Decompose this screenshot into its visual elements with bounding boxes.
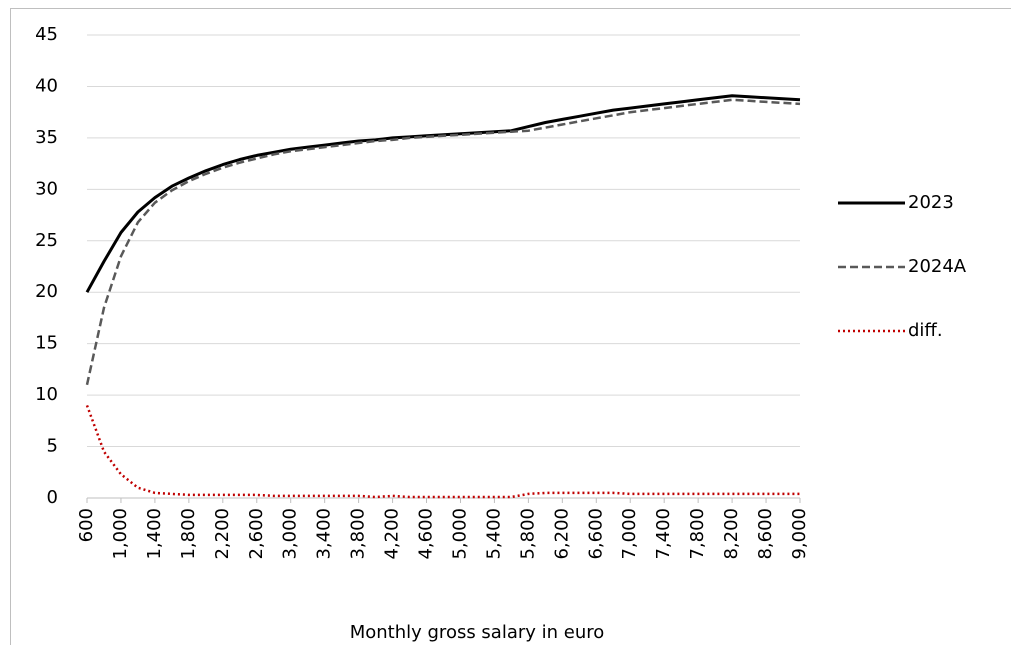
x-tick-label: 600 xyxy=(76,508,97,542)
y-tick-label: 15 xyxy=(35,333,58,354)
x-tick-label: 8,600 xyxy=(755,508,776,560)
series-line xyxy=(85,94,801,293)
x-tick-label: 4,200 xyxy=(382,508,403,560)
x-tick-label: 3,000 xyxy=(280,508,301,560)
chart-frame xyxy=(10,8,1011,645)
x-tick-label: 5,800 xyxy=(517,508,538,560)
y-tick-label: 10 xyxy=(35,384,58,405)
y-tick-label: 5 xyxy=(47,436,58,457)
y-tick-label: 35 xyxy=(35,127,58,148)
x-tick-label: 5,400 xyxy=(483,508,504,560)
x-tick-label: 3,800 xyxy=(348,508,369,560)
x-tick-label: 4,600 xyxy=(416,508,437,560)
legend-label: diff. xyxy=(908,320,943,341)
x-tick-label: 8,200 xyxy=(721,508,742,560)
x-axis-title: Monthly gross salary in euro xyxy=(350,622,605,643)
y-tick-label: 0 xyxy=(47,487,58,508)
legend-label: 2023 xyxy=(908,192,954,213)
x-tick-label: 2,600 xyxy=(246,508,267,560)
series-line xyxy=(85,98,801,386)
x-tick-label: 2,200 xyxy=(212,508,233,560)
x-tick-label: 9,000 xyxy=(789,508,810,560)
x-tick-label: 6,200 xyxy=(551,508,572,560)
x-tick-label: 1,400 xyxy=(144,508,165,560)
x-tick-label: 3,400 xyxy=(314,508,335,560)
y-tick-label: 45 xyxy=(35,24,58,45)
y-tick-label: 40 xyxy=(35,75,58,96)
x-tick-label: 5,000 xyxy=(449,508,470,560)
x-tick-label: 7,000 xyxy=(619,508,640,560)
y-tick-label: 20 xyxy=(35,281,58,302)
x-tick-label: 1,800 xyxy=(178,508,199,560)
x-tick-label: 7,800 xyxy=(687,508,708,560)
series-line xyxy=(85,404,800,499)
x-tick-label: 1,000 xyxy=(110,508,131,560)
x-tick-label: 6,600 xyxy=(585,508,606,560)
y-tick-label: 25 xyxy=(35,230,58,251)
y-tick-label: 30 xyxy=(35,178,58,199)
x-tick-label: 7,400 xyxy=(653,508,674,560)
legend-label: 2024A xyxy=(908,256,967,277)
